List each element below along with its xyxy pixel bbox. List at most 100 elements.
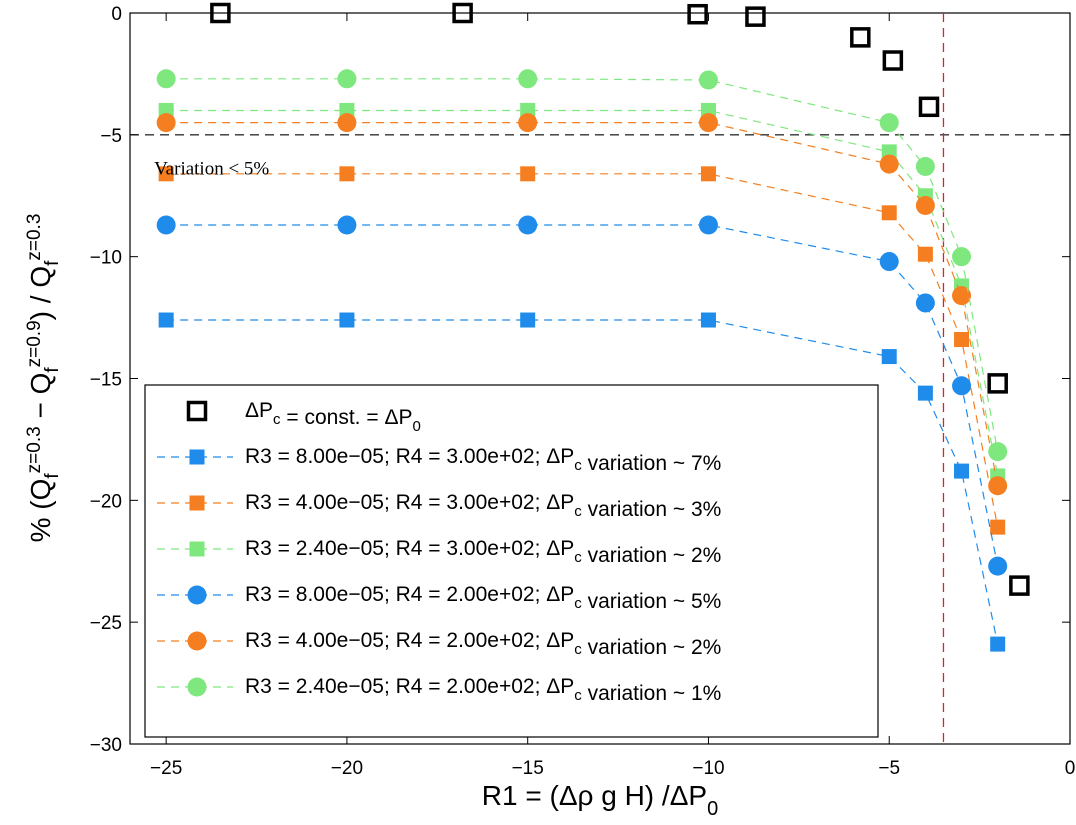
series-line <box>166 224 999 567</box>
data-point <box>156 69 176 89</box>
data-point <box>337 215 357 235</box>
series-0 <box>210 2 1030 596</box>
data-point <box>952 286 972 306</box>
data-point <box>988 556 1008 576</box>
data-point <box>700 312 716 328</box>
legend-label: R3 = 4.00e−05; R4 = 2.00e+02; ΔPc variat… <box>245 629 721 659</box>
legend-box <box>144 384 879 738</box>
series-line <box>166 78 999 452</box>
x-tick-label: −5 <box>878 758 900 779</box>
series-line <box>166 319 999 645</box>
data-point <box>698 70 718 90</box>
series-line <box>166 109 999 477</box>
data-point <box>915 195 935 215</box>
data-point <box>156 113 176 133</box>
legend-label: ΔPc = const. = ΔP0 <box>245 399 421 435</box>
x-tick-label: 0 <box>1065 758 1076 779</box>
data-point <box>189 541 205 557</box>
data-point <box>987 373 1008 394</box>
data-point <box>339 166 355 182</box>
series-6 <box>156 69 1008 462</box>
x-tick-label: −20 <box>331 758 363 779</box>
y-tick-label: −20 <box>90 491 122 512</box>
y-tick-label: −30 <box>90 735 122 756</box>
data-point <box>186 400 208 422</box>
legend-label: R3 = 4.00e−05; R4 = 3.00e+02; ΔPc variat… <box>245 491 721 521</box>
reference-lines <box>130 13 1070 744</box>
data-point <box>952 376 972 396</box>
data-point <box>915 157 935 177</box>
data-point <box>518 215 538 235</box>
series-layer <box>156 2 1030 652</box>
y-tick-label: −25 <box>90 613 122 634</box>
data-point <box>210 2 231 24</box>
data-point <box>156 215 176 235</box>
data-point <box>879 154 899 174</box>
data-point <box>988 442 1008 462</box>
data-point <box>518 69 538 89</box>
data-point <box>952 247 972 267</box>
y-tick-label: 0 <box>111 4 122 25</box>
data-point <box>954 463 970 479</box>
y-tick-label: −5 <box>100 126 122 147</box>
legend-label: R3 = 8.00e−05; R4 = 3.00e+02; ΔPc variat… <box>245 445 721 475</box>
data-point <box>158 312 174 328</box>
x-tick-label: −15 <box>512 758 544 779</box>
data-point <box>918 96 940 118</box>
axis-ticks: −25 −20 −15 −10 −5 0 0 −5 −10 −15 −20 −25 −30 <box>90 4 1076 779</box>
data-point <box>698 215 718 235</box>
data-point <box>698 113 718 133</box>
data-point <box>189 495 205 511</box>
legend-item-2: R3 = 4.00e−05; R4 = 3.00e+02; ΔPc variat… <box>157 491 721 521</box>
data-point <box>337 113 357 133</box>
y-axis-title: % (Qfz=0.3 − Qfz=0.9) / Qfz=0.3 <box>24 214 63 543</box>
data-point <box>850 27 871 48</box>
legend-item-4: R3 = 8.00e−05; R4 = 2.00e+02; ΔPc variat… <box>157 583 721 613</box>
annotation-label: Variation < 5% <box>154 158 269 179</box>
data-point <box>879 252 899 272</box>
data-point <box>1009 575 1030 596</box>
data-point <box>990 636 1006 652</box>
data-point <box>881 205 897 221</box>
data-point <box>520 166 536 182</box>
legend-item-0: ΔPc = const. = ΔP0 <box>186 399 421 435</box>
x-tick-label: −25 <box>150 758 182 779</box>
data-point <box>687 3 708 25</box>
data-point <box>339 312 355 328</box>
data-point <box>954 332 970 348</box>
data-point <box>990 519 1006 535</box>
data-point <box>520 312 536 328</box>
data-point <box>881 349 897 365</box>
annotations: Variation < 5% <box>154 158 269 179</box>
series-4 <box>156 215 1008 576</box>
series-1 <box>158 312 1006 652</box>
legend-label: R3 = 2.40e−05; R4 = 2.00e+02; ΔPc variat… <box>245 675 721 705</box>
legend-item-3: R3 = 2.40e−05; R4 = 3.00e+02; ΔPc variat… <box>157 537 721 567</box>
data-point <box>917 385 933 401</box>
data-point <box>337 69 357 89</box>
series-line <box>166 122 999 486</box>
y-tick-label: −15 <box>90 370 122 391</box>
data-point <box>988 476 1008 496</box>
legend-label: R3 = 2.40e−05; R4 = 3.00e+02; ΔPc variat… <box>245 537 721 567</box>
y-tick-label: −10 <box>90 248 122 269</box>
data-point <box>187 677 207 697</box>
legend-item-5: R3 = 4.00e−05; R4 = 2.00e+02; ΔPc variat… <box>157 629 721 659</box>
data-point <box>745 6 766 27</box>
data-point <box>518 113 538 133</box>
data-point <box>187 585 207 605</box>
data-point <box>915 293 935 313</box>
data-point <box>700 166 716 182</box>
data-point <box>882 50 904 71</box>
data-point <box>158 166 174 182</box>
series-5 <box>156 113 1008 496</box>
data-point <box>879 113 899 133</box>
x-tick-label: −10 <box>692 758 724 779</box>
data-point <box>189 449 205 465</box>
x-axis-title: R1 = (Δρ g H) /ΔP0 <box>482 780 718 820</box>
series-line <box>166 173 999 528</box>
data-point <box>452 2 473 24</box>
legend-item-1: R3 = 8.00e−05; R4 = 3.00e+02; ΔPc variat… <box>157 445 721 475</box>
series-2 <box>158 166 1006 535</box>
